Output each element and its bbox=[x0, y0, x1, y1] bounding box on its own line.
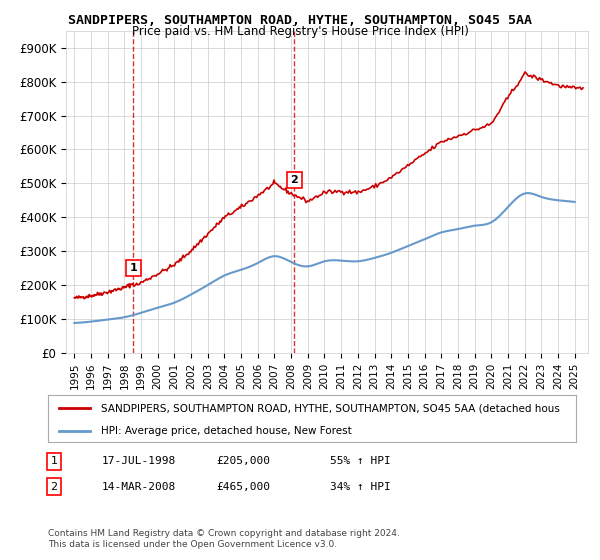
Text: 2: 2 bbox=[290, 175, 298, 185]
Text: £465,000: £465,000 bbox=[216, 482, 270, 492]
Text: HPI: Average price, detached house, New Forest: HPI: Average price, detached house, New … bbox=[101, 426, 352, 436]
Text: SANDPIPERS, SOUTHAMPTON ROAD, HYTHE, SOUTHAMPTON, SO45 5AA (detached hous: SANDPIPERS, SOUTHAMPTON ROAD, HYTHE, SOU… bbox=[101, 403, 560, 413]
Text: 1: 1 bbox=[50, 456, 58, 466]
Text: 34% ↑ HPI: 34% ↑ HPI bbox=[330, 482, 391, 492]
Text: £205,000: £205,000 bbox=[216, 456, 270, 466]
Text: 14-MAR-2008: 14-MAR-2008 bbox=[102, 482, 176, 492]
Text: 55% ↑ HPI: 55% ↑ HPI bbox=[330, 456, 391, 466]
Text: Contains HM Land Registry data © Crown copyright and database right 2024.
This d: Contains HM Land Registry data © Crown c… bbox=[48, 529, 400, 549]
Text: 2: 2 bbox=[50, 482, 58, 492]
Text: 17-JUL-1998: 17-JUL-1998 bbox=[102, 456, 176, 466]
Text: Price paid vs. HM Land Registry's House Price Index (HPI): Price paid vs. HM Land Registry's House … bbox=[131, 25, 469, 38]
Text: SANDPIPERS, SOUTHAMPTON ROAD, HYTHE, SOUTHAMPTON, SO45 5AA: SANDPIPERS, SOUTHAMPTON ROAD, HYTHE, SOU… bbox=[68, 14, 532, 27]
Text: 1: 1 bbox=[130, 263, 137, 273]
